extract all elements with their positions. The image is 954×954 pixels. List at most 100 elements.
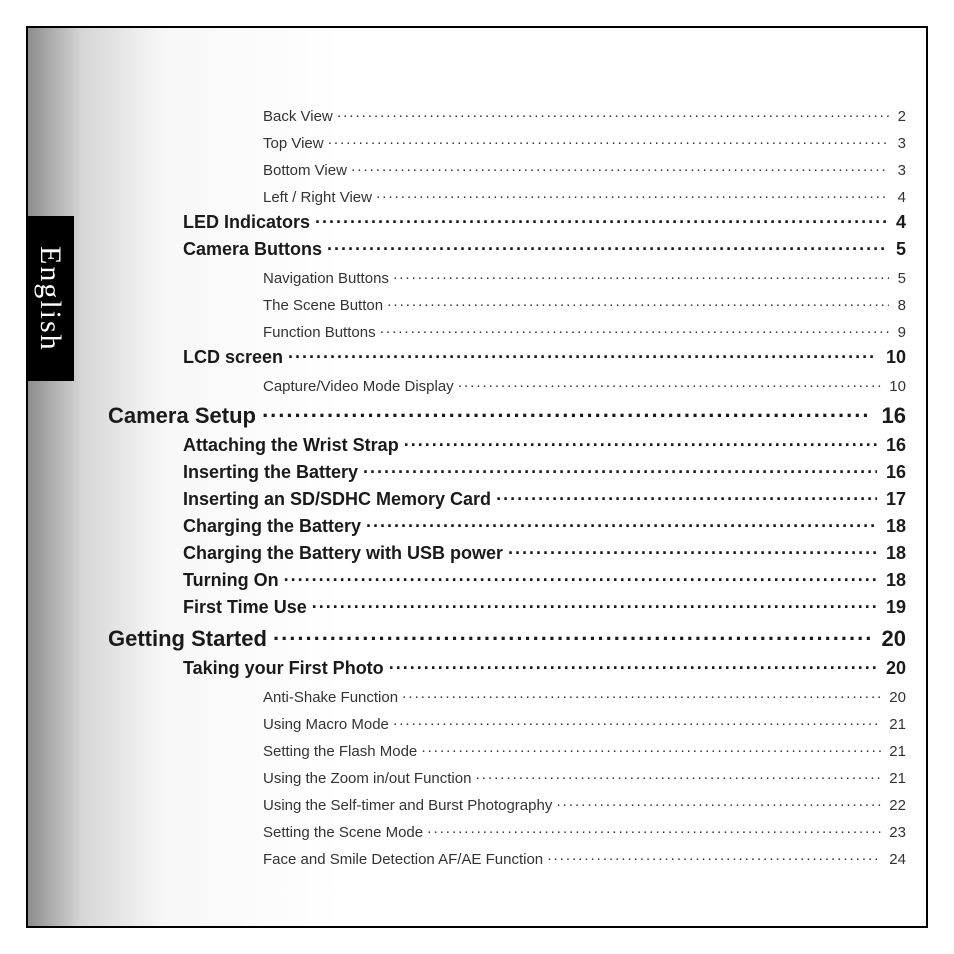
toc-entry-page: 21 bbox=[881, 716, 906, 733]
toc-entry: Camera Setup 16 bbox=[108, 401, 906, 429]
toc-leader-dots bbox=[476, 768, 882, 783]
toc-entry-page: 16 bbox=[877, 435, 906, 456]
toc-leader-dots bbox=[312, 595, 877, 613]
toc-entry: LCD screen 10 bbox=[183, 345, 906, 368]
toc-entry-label: The Scene Button bbox=[263, 297, 387, 314]
toc-entry: Using Macro Mode 21 bbox=[263, 714, 906, 733]
toc-entry: Charging the Battery with USB power 18 bbox=[183, 541, 906, 564]
toc-entry-label: Left / Right View bbox=[263, 189, 376, 206]
toc-leader-dots bbox=[393, 268, 889, 283]
toc-leader-dots bbox=[288, 345, 877, 363]
toc-entry-page: 21 bbox=[881, 743, 906, 760]
toc-entry-label: Turning On bbox=[183, 570, 284, 591]
toc-entry-label: Charging the Battery with USB power bbox=[183, 543, 508, 564]
toc-entry-label: Function Buttons bbox=[263, 324, 380, 341]
toc-leader-dots bbox=[262, 401, 871, 423]
toc-entry-label: Top View bbox=[263, 135, 328, 152]
toc-entry: Getting Started 20 bbox=[108, 624, 906, 652]
toc-leader-dots bbox=[366, 514, 877, 532]
toc-entry-page: 20 bbox=[881, 689, 906, 706]
toc-entry-page: 23 bbox=[881, 824, 906, 841]
toc-entry: Bottom View 3 bbox=[263, 160, 906, 179]
toc-entry-label: Using the Self-timer and Burst Photograp… bbox=[263, 797, 556, 814]
toc-entry-page: 18 bbox=[877, 543, 906, 564]
toc-entry-label: Taking your First Photo bbox=[183, 658, 389, 679]
toc-entry-label: Camera Buttons bbox=[183, 239, 327, 260]
toc-entry: Inserting the Battery 16 bbox=[183, 460, 906, 483]
language-tab-label: English bbox=[33, 246, 67, 352]
toc-entry-label: Bottom View bbox=[263, 162, 351, 179]
toc-leader-dots bbox=[376, 187, 889, 202]
toc-entry-label: Face and Smile Detection AF/AE Function bbox=[263, 851, 547, 868]
toc-entry-page: 16 bbox=[877, 462, 906, 483]
toc-entry-page: 5 bbox=[889, 270, 906, 287]
toc-entry-page: 8 bbox=[889, 297, 906, 314]
toc-leader-dots bbox=[421, 741, 881, 756]
toc-entry: Capture/Video Mode Display 10 bbox=[263, 376, 906, 395]
toc-entry-label: Inserting the Battery bbox=[183, 462, 363, 483]
toc-entry-page: 3 bbox=[889, 135, 906, 152]
toc-entry: Setting the Flash Mode 21 bbox=[263, 741, 906, 760]
toc-entry-page: 17 bbox=[877, 489, 906, 510]
toc-entry-page: 5 bbox=[887, 239, 906, 260]
toc-leader-dots bbox=[556, 795, 881, 810]
toc-entry-page: 4 bbox=[889, 189, 906, 206]
table-of-contents: Back View 2Top View 3Bottom View 3Left /… bbox=[78, 98, 906, 872]
toc-entry-label: Capture/Video Mode Display bbox=[263, 378, 458, 395]
toc-entry: Camera Buttons 5 bbox=[183, 237, 906, 260]
toc-entry: LED Indicators 4 bbox=[183, 210, 906, 233]
toc-entry-page: 10 bbox=[877, 347, 906, 368]
toc-entry-label: Charging the Battery bbox=[183, 516, 366, 537]
toc-leader-dots bbox=[315, 210, 887, 228]
toc-entry: Function Buttons 9 bbox=[263, 322, 906, 341]
toc-entry-page: 18 bbox=[877, 570, 906, 591]
toc-leader-dots bbox=[393, 714, 881, 729]
toc-entry: Attaching the Wrist Strap 16 bbox=[183, 433, 906, 456]
toc-leader-dots bbox=[404, 433, 877, 451]
toc-leader-dots bbox=[402, 687, 881, 702]
toc-leader-dots bbox=[328, 133, 890, 148]
toc-entry: Face and Smile Detection AF/AE Function … bbox=[263, 849, 906, 868]
toc-entry-page: 20 bbox=[871, 626, 906, 652]
toc-leader-dots bbox=[387, 295, 889, 310]
toc-leader-dots bbox=[427, 822, 881, 837]
toc-entry-label: Using Macro Mode bbox=[263, 716, 393, 733]
toc-entry-label: Setting the Flash Mode bbox=[263, 743, 421, 760]
toc-entry: Taking your First Photo 20 bbox=[183, 656, 906, 679]
toc-leader-dots bbox=[380, 322, 890, 337]
toc-entry-label: Getting Started bbox=[108, 626, 273, 652]
toc-entry-page: 16 bbox=[871, 403, 906, 429]
toc-leader-dots bbox=[389, 656, 877, 674]
toc-entry-label: Back View bbox=[263, 108, 337, 125]
toc-entry-page: 4 bbox=[887, 212, 906, 233]
toc-entry: Anti-Shake Function 20 bbox=[263, 687, 906, 706]
toc-entry: Charging the Battery 18 bbox=[183, 514, 906, 537]
toc-leader-dots bbox=[284, 568, 877, 586]
toc-entry-page: 21 bbox=[881, 770, 906, 787]
toc-entry: Inserting an SD/SDHC Memory Card 17 bbox=[183, 487, 906, 510]
page-frame: English Back View 2Top View 3Bottom View… bbox=[26, 26, 928, 928]
toc-entry: Navigation Buttons 5 bbox=[263, 268, 906, 287]
toc-entry-page: 10 bbox=[881, 378, 906, 395]
toc-entry: Setting the Scene Mode 23 bbox=[263, 822, 906, 841]
toc-entry-label: LED Indicators bbox=[183, 212, 315, 233]
toc-leader-dots bbox=[327, 237, 887, 255]
toc-entry-label: Camera Setup bbox=[108, 403, 262, 429]
toc-entry: Back View 2 bbox=[263, 106, 906, 125]
toc-entry-page: 3 bbox=[889, 162, 906, 179]
toc-entry: First Time Use 19 bbox=[183, 595, 906, 618]
toc-entry-page: 20 bbox=[877, 658, 906, 679]
toc-leader-dots bbox=[496, 487, 877, 505]
toc-entry-label: First Time Use bbox=[183, 597, 312, 618]
toc-entry: Turning On 18 bbox=[183, 568, 906, 591]
toc-entry-page: 24 bbox=[881, 851, 906, 868]
toc-leader-dots bbox=[547, 849, 881, 864]
toc-entry-label: Anti-Shake Function bbox=[263, 689, 402, 706]
toc-entry: Using the Zoom in/out Function 21 bbox=[263, 768, 906, 787]
toc-entry-label: Inserting an SD/SDHC Memory Card bbox=[183, 489, 496, 510]
toc-leader-dots bbox=[351, 160, 889, 175]
toc-entry-page: 18 bbox=[877, 516, 906, 537]
toc-leader-dots bbox=[363, 460, 877, 478]
toc-entry-label: Attaching the Wrist Strap bbox=[183, 435, 404, 456]
toc-leader-dots bbox=[508, 541, 877, 559]
